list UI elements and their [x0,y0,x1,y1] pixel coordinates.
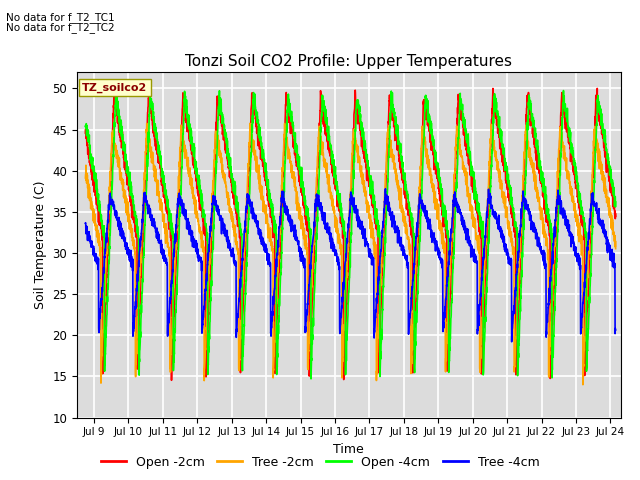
Open -4cm [602,142,609,148]
Tree -2cm [602,187,609,193]
Line: Tree -2cm: Tree -2cm [85,123,616,384]
Open -4cm [545,209,552,215]
Line: Open -4cm: Open -4cm [85,91,616,379]
Open -2cm [489,85,497,91]
Open -2cm [81,127,89,133]
Open -2cm [168,377,175,383]
Tree -2cm [545,247,552,253]
Tree -2cm [142,149,150,155]
Open -4cm [559,88,567,94]
Open -4cm [308,344,316,350]
Open -4cm [612,199,620,205]
Tree -2cm [579,382,587,387]
Tree -2cm [308,284,316,290]
Tree -4cm [545,300,552,306]
Tree -4cm [308,250,316,255]
Tree -2cm [173,215,181,221]
Open -2cm [602,149,609,155]
Open -4cm [81,123,89,129]
Open -2cm [308,308,316,314]
Open -4cm [142,199,150,205]
Text: No data for f_T2_TC2: No data for f_T2_TC2 [6,22,115,33]
Open -2cm [173,223,181,228]
Tree -2cm [285,146,292,152]
Open -2cm [545,217,552,223]
Open -2cm [142,156,150,161]
Open -2cm [612,214,620,219]
Open -4cm [285,96,292,102]
Tree -4cm [142,193,150,199]
Tree -4cm [173,206,181,212]
Title: Tonzi Soil CO2 Profile: Upper Temperatures: Tonzi Soil CO2 Profile: Upper Temperatur… [186,54,512,70]
Tree -4cm [508,339,515,345]
Tree -2cm [143,120,150,126]
Line: Open -2cm: Open -2cm [85,88,616,380]
Text: TZ_soilco2: TZ_soilco2 [82,83,147,93]
Tree -4cm [602,231,609,237]
Tree -4cm [285,213,292,218]
Line: Tree -4cm: Tree -4cm [85,189,616,342]
Open -2cm [285,120,292,125]
Open -4cm [307,376,315,382]
Legend: Open -2cm, Tree -2cm, Open -4cm, Tree -4cm: Open -2cm, Tree -2cm, Open -4cm, Tree -4… [95,451,545,474]
Y-axis label: Soil Temperature (C): Soil Temperature (C) [34,180,47,309]
Tree -4cm [381,186,389,192]
Tree -2cm [612,246,620,252]
Tree -4cm [81,220,89,226]
Tree -4cm [612,327,620,333]
Open -4cm [173,273,181,279]
X-axis label: Time: Time [333,443,364,456]
Tree -2cm [81,175,89,181]
Text: No data for f_T2_TC1: No data for f_T2_TC1 [6,12,115,23]
